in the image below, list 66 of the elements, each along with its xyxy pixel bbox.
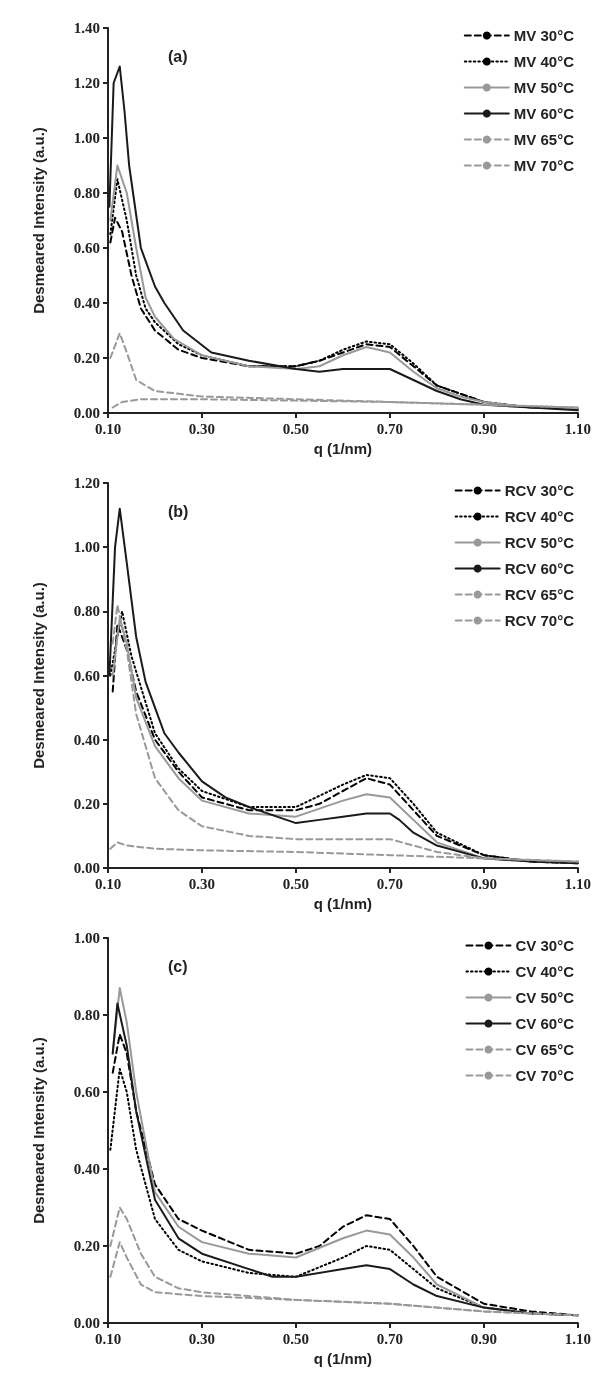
legend-label: CV 60°C — [515, 1015, 575, 1032]
y-tick-label: 0.80 — [73, 1007, 100, 1023]
y-tick-label: 0.40 — [73, 295, 100, 311]
x-axis-title: q (1/nm) — [313, 439, 373, 457]
legend-label: MV 40°C — [513, 53, 575, 70]
x-tick-label: 1.10 — [564, 1330, 591, 1347]
x-tick-label: 0.50 — [282, 420, 310, 437]
y-tick-label: 1.20 — [73, 75, 100, 91]
legend-label: RCV 30°C — [504, 482, 575, 499]
legend-label: RCV 40°C — [504, 508, 575, 525]
legend-label: CV 50°C — [515, 989, 575, 1006]
x-tick-label: 0.10 — [94, 875, 122, 892]
x-tick-label: 0.10 — [94, 420, 122, 437]
y-tick-label: 1.00 — [73, 539, 100, 556]
x-tick-label: 0.70 — [376, 420, 404, 437]
legend-label: RCV 50°C — [504, 534, 575, 551]
y-axis-title: Desmeared Intensity (a.u.) — [30, 582, 47, 769]
annotation: (b) — [168, 502, 189, 520]
y-tick-label: 0.60 — [73, 240, 100, 256]
y-tick-label: 0.00 — [73, 1315, 100, 1331]
y-tick-label: 0.80 — [73, 603, 100, 620]
y-tick-label: 0.40 — [73, 731, 100, 748]
x-tick-label: 0.30 — [188, 875, 216, 892]
y-tick-label: 1.20 — [73, 475, 100, 491]
x-tick-label: 0.70 — [376, 1330, 404, 1347]
y-tick-label: 1.00 — [73, 930, 100, 946]
legend-label: CV 40°C — [515, 963, 575, 980]
y-tick-label: 0.60 — [73, 1084, 100, 1100]
legend-label: RCV 60°C — [504, 560, 575, 577]
x-tick-label: 0.50 — [282, 1330, 310, 1347]
y-tick-label: 0.20 — [73, 795, 100, 812]
y-tick-label: 0.20 — [73, 350, 100, 366]
legend-label: MV 70°C — [513, 157, 575, 174]
y-tick-label: 0.40 — [73, 1161, 100, 1177]
x-axis-title: q (1/nm) — [313, 1349, 373, 1367]
x-tick-label: 0.90 — [470, 875, 498, 892]
x-tick-label: 0.90 — [470, 420, 498, 437]
y-tick-label: 1.00 — [73, 130, 100, 146]
x-tick-label: 1.10 — [564, 420, 591, 437]
annotation: (c) — [168, 957, 188, 975]
x-tick-label: 0.90 — [470, 1330, 498, 1347]
x-tick-label: 0.50 — [282, 875, 310, 892]
legend-label: CV 70°C — [515, 1067, 575, 1084]
x-tick-label: 0.10 — [94, 1330, 122, 1347]
legend-label: MV 65°C — [513, 131, 575, 148]
x-tick-label: 0.30 — [188, 1330, 216, 1347]
y-axis-title: Desmeared Intensity (a.u.) — [30, 127, 47, 314]
legend-label: MV 30°C — [513, 27, 575, 44]
legend-label: MV 60°C — [513, 105, 575, 122]
x-tick-label: 0.70 — [376, 875, 404, 892]
legend-label: RCV 70°C — [504, 612, 575, 629]
y-tick-label: 0.80 — [73, 185, 100, 201]
y-tick-label: 1.40 — [73, 20, 100, 36]
y-tick-label: 0.00 — [73, 860, 100, 876]
y-tick-label: 0.20 — [73, 1238, 100, 1254]
x-tick-label: 0.30 — [188, 420, 216, 437]
legend-label: MV 50°C — [513, 79, 575, 96]
legend-label: RCV 65°C — [504, 586, 575, 603]
annotation: (a) — [168, 47, 188, 65]
x-tick-label: 1.10 — [564, 875, 591, 892]
y-tick-label: 0.00 — [73, 405, 100, 421]
y-tick-label: 0.60 — [73, 667, 100, 684]
x-axis-title: q (1/nm) — [313, 894, 373, 912]
legend-label: CV 65°C — [515, 1041, 575, 1058]
y-axis-title: Desmeared Intensity (a.u.) — [30, 1037, 47, 1224]
legend-label: CV 30°C — [515, 937, 575, 954]
